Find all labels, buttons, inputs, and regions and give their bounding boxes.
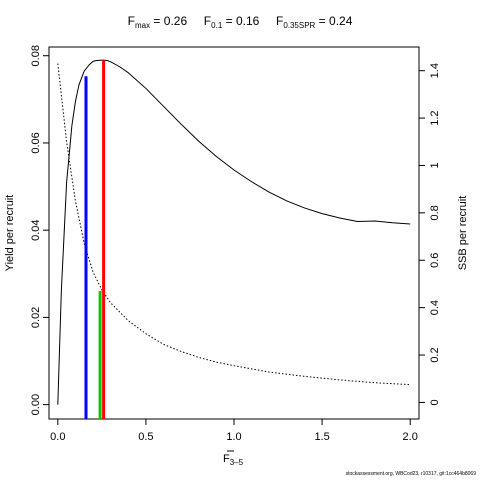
yield-per-recruit-line xyxy=(57,59,411,405)
y-left-tick-label: 0.04 xyxy=(30,219,42,240)
x-tick-label: 2.0 xyxy=(403,431,418,443)
y-left-axis-title: Yield per recruit xyxy=(4,195,16,272)
y-right-tick-label: 1 xyxy=(429,162,441,168)
y-right-tick-label: 0.8 xyxy=(429,205,441,220)
y-right-tick-label: 1.4 xyxy=(429,63,441,78)
y-right-tick-label: 1.2 xyxy=(429,110,441,125)
f01-label: F0.1 = 0.16 xyxy=(203,14,260,30)
x-axis-title: F3–5 xyxy=(223,453,244,467)
x-tick-label: 1.0 xyxy=(226,431,241,443)
y-right-axis-title: SSB per recruit xyxy=(457,196,469,271)
x-tick-label: 0.0 xyxy=(50,431,65,443)
credit-footer: stockassessment.org, WBCod23, r10317, gi… xyxy=(345,471,476,477)
x-tick-label: 1.5 xyxy=(314,431,329,443)
y-right-tick-label: 0.4 xyxy=(429,300,441,315)
y-right-tick-label: 0.2 xyxy=(429,347,441,362)
fmax-label: Fmax = 0.26 xyxy=(127,14,188,30)
y-right-tick-label: 0 xyxy=(429,399,441,405)
ssb-per-recruit-line xyxy=(57,63,411,386)
y-left-tick-label: 0.02 xyxy=(30,307,42,328)
fspr-label: F0.35SPR = 0.24 xyxy=(275,14,353,30)
y-left-tick-label: 0.08 xyxy=(30,45,42,66)
x-axis-title-sub: 3–5 xyxy=(230,458,244,467)
y-left-tick-label: 0.00 xyxy=(30,394,42,415)
y-right-tick-label: 0.6 xyxy=(429,253,441,268)
y-left-tick-label: 0.06 xyxy=(30,132,42,153)
x-tick-label: 0.5 xyxy=(138,431,153,443)
x-axis-title-base: F xyxy=(223,453,230,465)
chart-title: Fmax = 0.26 F0.1 = 0.16 F0.35SPR = 0.24 xyxy=(0,14,480,30)
